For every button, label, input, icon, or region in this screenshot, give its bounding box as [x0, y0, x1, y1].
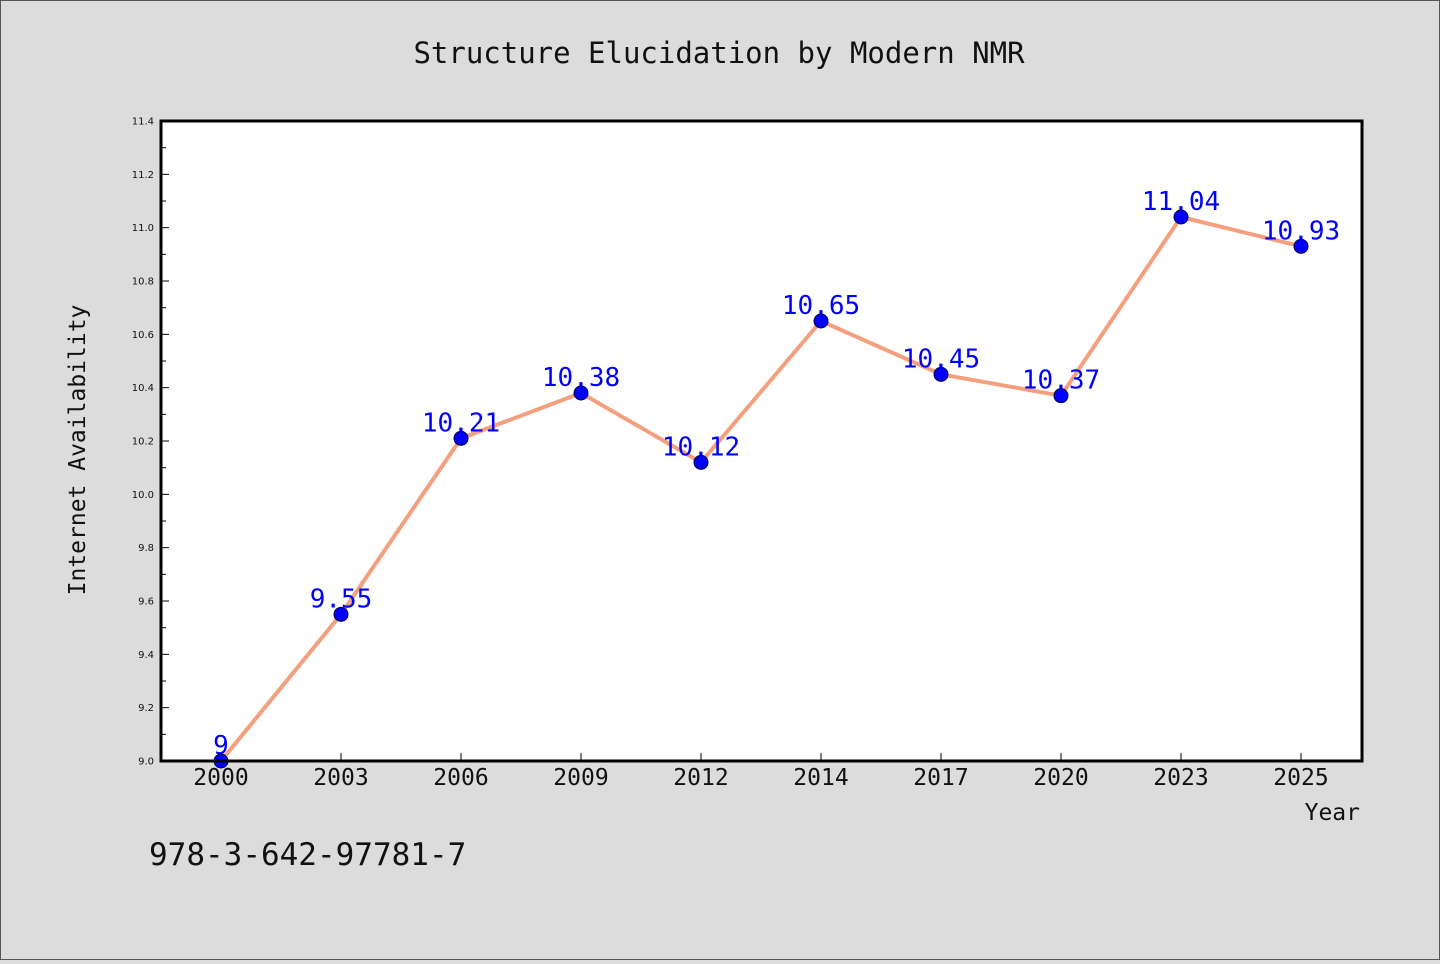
x-tick-label: 2017 [913, 765, 968, 791]
data-label: 9.55 [310, 584, 373, 614]
x-tick-label: 2003 [313, 765, 368, 791]
data-label: 10.93 [1262, 216, 1340, 246]
data-point [933, 366, 949, 382]
y-tick-label: 9.4 [138, 650, 154, 661]
x-tick-label: 2023 [1153, 765, 1208, 791]
data-point [693, 454, 709, 470]
series-line [219, 215, 1303, 763]
y-tick-label: 10.8 [132, 277, 154, 288]
y-tick-label: 10.4 [132, 383, 154, 394]
x-tick-label: 2000 [193, 765, 248, 791]
data-point [333, 606, 349, 622]
data-label: 10.12 [662, 432, 740, 462]
data-label: 10.37 [1022, 366, 1100, 396]
x-tick-label: 2025 [1273, 765, 1328, 791]
data-point [1053, 388, 1069, 404]
chart-title: Structure Elucidation by Modern NMR [413, 36, 1025, 70]
y-tick-label: 10.2 [132, 437, 154, 448]
y-tick-label: 11.4 [132, 117, 154, 128]
data-point [1173, 209, 1189, 225]
x-axis-ticks: 2000 2003 2006 2009 2012 2014 2017 2020 2023 2025 [193, 753, 1329, 791]
data-label: 10.45 [902, 344, 980, 374]
x-tick-label: 2014 [793, 765, 848, 791]
data-label: 10.65 [782, 291, 860, 321]
x-tick-label: 2006 [433, 765, 488, 791]
x-tick-label: 2020 [1033, 765, 1088, 791]
data-label: 11.04 [1142, 187, 1220, 217]
isbn-annotation: 978-3-642-97781-7 [149, 837, 466, 873]
data-point [1293, 238, 1309, 254]
plot-area [161, 121, 1362, 761]
y-tick-label: 10.6 [132, 330, 154, 341]
x-axis-label: Year [1305, 800, 1360, 826]
x-tick-label: 2009 [553, 765, 608, 791]
data-label: 10.38 [542, 363, 620, 393]
data-point [453, 430, 469, 446]
data-point [573, 385, 589, 401]
y-tick-label: 10.0 [132, 490, 154, 501]
y-axis-label: Internet Availability [65, 305, 91, 596]
x-tick-label: 2012 [673, 765, 728, 791]
y-tick-label: 11.2 [132, 170, 154, 181]
y-tick-label: 9.6 [138, 597, 154, 608]
y-tick-label: 9.8 [138, 543, 154, 554]
data-label: 10.21 [422, 408, 500, 438]
y-tick-label: 9.2 [138, 703, 154, 714]
data-labels: 9 9.55 10.21 10.38 10.12 10.65 10.45 10.37 11.04… [213, 187, 1340, 761]
series-group [213, 209, 1309, 769]
y-tick-label: 11.0 [132, 223, 154, 234]
y-tick-label: 9.0 [138, 757, 154, 768]
data-point [813, 313, 829, 329]
data-label: 9 [213, 731, 229, 761]
plot-frame [159, 119, 1364, 763]
